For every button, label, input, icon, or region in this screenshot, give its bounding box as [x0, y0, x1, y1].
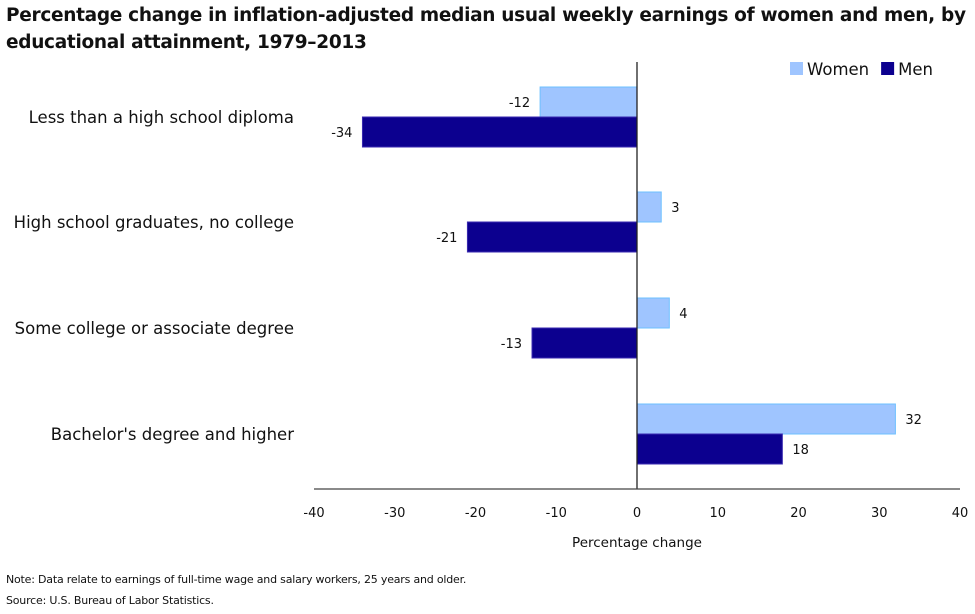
data-label: 32 [905, 413, 922, 428]
data-label: 4 [679, 307, 687, 322]
data-label: -21 [436, 231, 457, 246]
x-tick-label: 30 [871, 506, 888, 521]
bar-men [361, 116, 638, 148]
data-label: -13 [501, 337, 522, 352]
x-tick-label: 10 [709, 506, 726, 521]
bar-women [539, 86, 638, 118]
chart-title: Percentage change in inflation-adjusted … [6, 5, 966, 53]
legend-swatch-women [790, 62, 803, 75]
legend-swatch-men [881, 62, 895, 75]
bar-men [531, 327, 638, 359]
data-label: 18 [792, 443, 809, 458]
legend-label-women: Women [807, 60, 869, 79]
chart-source: Source: U.S. Bureau of Labor Statistics. [6, 594, 214, 607]
bar-women [636, 191, 662, 223]
x-tick-label: -20 [465, 506, 486, 521]
chart-note: Note: Data relate to earnings of full-ti… [6, 573, 467, 586]
data-label: -12 [509, 96, 530, 111]
category-label: Less than a high school diploma [29, 108, 294, 127]
bar-men [636, 433, 783, 465]
x-tick-label: -30 [384, 506, 405, 521]
data-label: 3 [671, 201, 679, 216]
x-tick-label: -10 [546, 506, 567, 521]
bar-men [466, 221, 638, 253]
category-label: Bachelor's degree and higher [51, 425, 294, 444]
legend-label-men: Men [898, 60, 933, 79]
bar-women [636, 403, 896, 435]
x-axis-label: Percentage change [572, 535, 702, 551]
bar-women [636, 297, 670, 329]
x-tick-label: 40 [952, 506, 969, 521]
x-tick-label: 20 [790, 506, 807, 521]
data-label: -34 [331, 126, 352, 141]
category-label: Some college or associate degree [15, 319, 294, 338]
x-tick-label: -40 [303, 506, 324, 521]
x-tick-label: 0 [633, 506, 641, 521]
category-label: High school graduates, no college [14, 213, 294, 232]
